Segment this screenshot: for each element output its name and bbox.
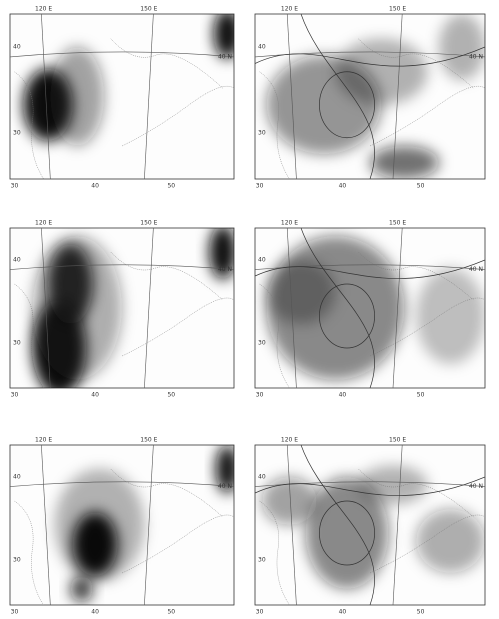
shaded-area bbox=[55, 469, 145, 581]
bottom-label: 40 bbox=[339, 609, 347, 616]
bottom-label: 30 bbox=[11, 609, 19, 616]
bottom-label: 50 bbox=[417, 183, 425, 190]
lat-label-right: 40 N bbox=[469, 53, 483, 60]
lat-label: 40 bbox=[13, 474, 21, 481]
bottom-label: 50 bbox=[167, 392, 175, 399]
lon-label: 150 E bbox=[140, 6, 157, 13]
lon-label: 120 E bbox=[35, 6, 52, 13]
lat-label: 30 bbox=[13, 340, 21, 347]
bottom-label: 50 bbox=[417, 609, 425, 616]
lat-label: 40 bbox=[258, 257, 266, 264]
lon-label: 150 E bbox=[389, 437, 406, 444]
lon-label: 120 E bbox=[281, 437, 298, 444]
bottom-label: 50 bbox=[167, 609, 175, 616]
lat-label: 30 bbox=[258, 557, 266, 564]
lat-label: 30 bbox=[13, 557, 21, 564]
shaded-area bbox=[416, 268, 485, 364]
lat-label-right: 40 N bbox=[218, 266, 232, 273]
shaded-area bbox=[359, 466, 428, 504]
bottom-label: 30 bbox=[256, 183, 264, 190]
bottom-label: 30 bbox=[11, 392, 19, 399]
lat-label: 40 bbox=[13, 257, 21, 264]
bottom-label: 40 bbox=[339, 183, 347, 190]
bottom-label: 40 bbox=[339, 392, 347, 399]
bottom-label: 30 bbox=[11, 183, 19, 190]
shaded-area bbox=[439, 14, 485, 80]
lat-label: 40 bbox=[13, 44, 21, 51]
lat-label-right: 40 N bbox=[218, 53, 232, 60]
map-panel: 120 E 150 E 40 30 30 40 50 40 N bbox=[255, 437, 485, 616]
shaded-area bbox=[70, 576, 92, 602]
map-panel: 120 E 150 E 40 30 30 40 50 40 N bbox=[10, 437, 238, 616]
bottom-label: 40 bbox=[91, 609, 99, 616]
shaded-area bbox=[267, 260, 336, 324]
lon-label: 150 E bbox=[140, 220, 157, 227]
shaded-area bbox=[214, 9, 241, 59]
bottom-label: 50 bbox=[167, 183, 175, 190]
map-panel: 120 E 150 E 40 30 30 40 50 40 N bbox=[255, 6, 485, 190]
lat-label: 40 bbox=[258, 474, 266, 481]
shaded-area bbox=[416, 509, 485, 573]
bottom-label: 40 bbox=[91, 392, 99, 399]
lon-label: 120 E bbox=[281, 6, 298, 13]
lat-label: 30 bbox=[258, 129, 266, 136]
lat-label: 40 bbox=[258, 44, 266, 51]
shaded-area bbox=[370, 146, 439, 179]
lat-label-right: 40 N bbox=[218, 483, 232, 490]
lon-label: 150 E bbox=[389, 6, 406, 13]
lon-label: 120 E bbox=[35, 437, 52, 444]
lon-label: 150 E bbox=[140, 437, 157, 444]
figure: 120 E 150 E 40 30 30 40 50 40 N 120 E 150 E 40 30 30… bbox=[0, 0, 499, 619]
bottom-label: 30 bbox=[256, 609, 264, 616]
lon-label: 120 E bbox=[281, 220, 298, 227]
lat-label: 30 bbox=[258, 340, 266, 347]
map-panel: 120 E 150 E 40 30 30 40 50 40 N bbox=[255, 220, 485, 399]
bottom-label: 30 bbox=[256, 392, 264, 399]
map-panel: 120 E 150 E 40 30 30 40 50 40 N bbox=[10, 220, 236, 399]
bottom-label: 50 bbox=[417, 392, 425, 399]
map-panel: 120 E 150 E 40 30 30 40 50 40 N bbox=[10, 6, 241, 190]
lon-label: 120 E bbox=[35, 220, 52, 227]
lat-label-right: 40 N bbox=[469, 266, 483, 273]
lat-label-right: 40 N bbox=[469, 483, 483, 490]
shaded-area bbox=[50, 47, 104, 146]
lat-label: 30 bbox=[13, 129, 21, 136]
bottom-label: 40 bbox=[91, 183, 99, 190]
lon-label: 150 E bbox=[389, 220, 406, 227]
